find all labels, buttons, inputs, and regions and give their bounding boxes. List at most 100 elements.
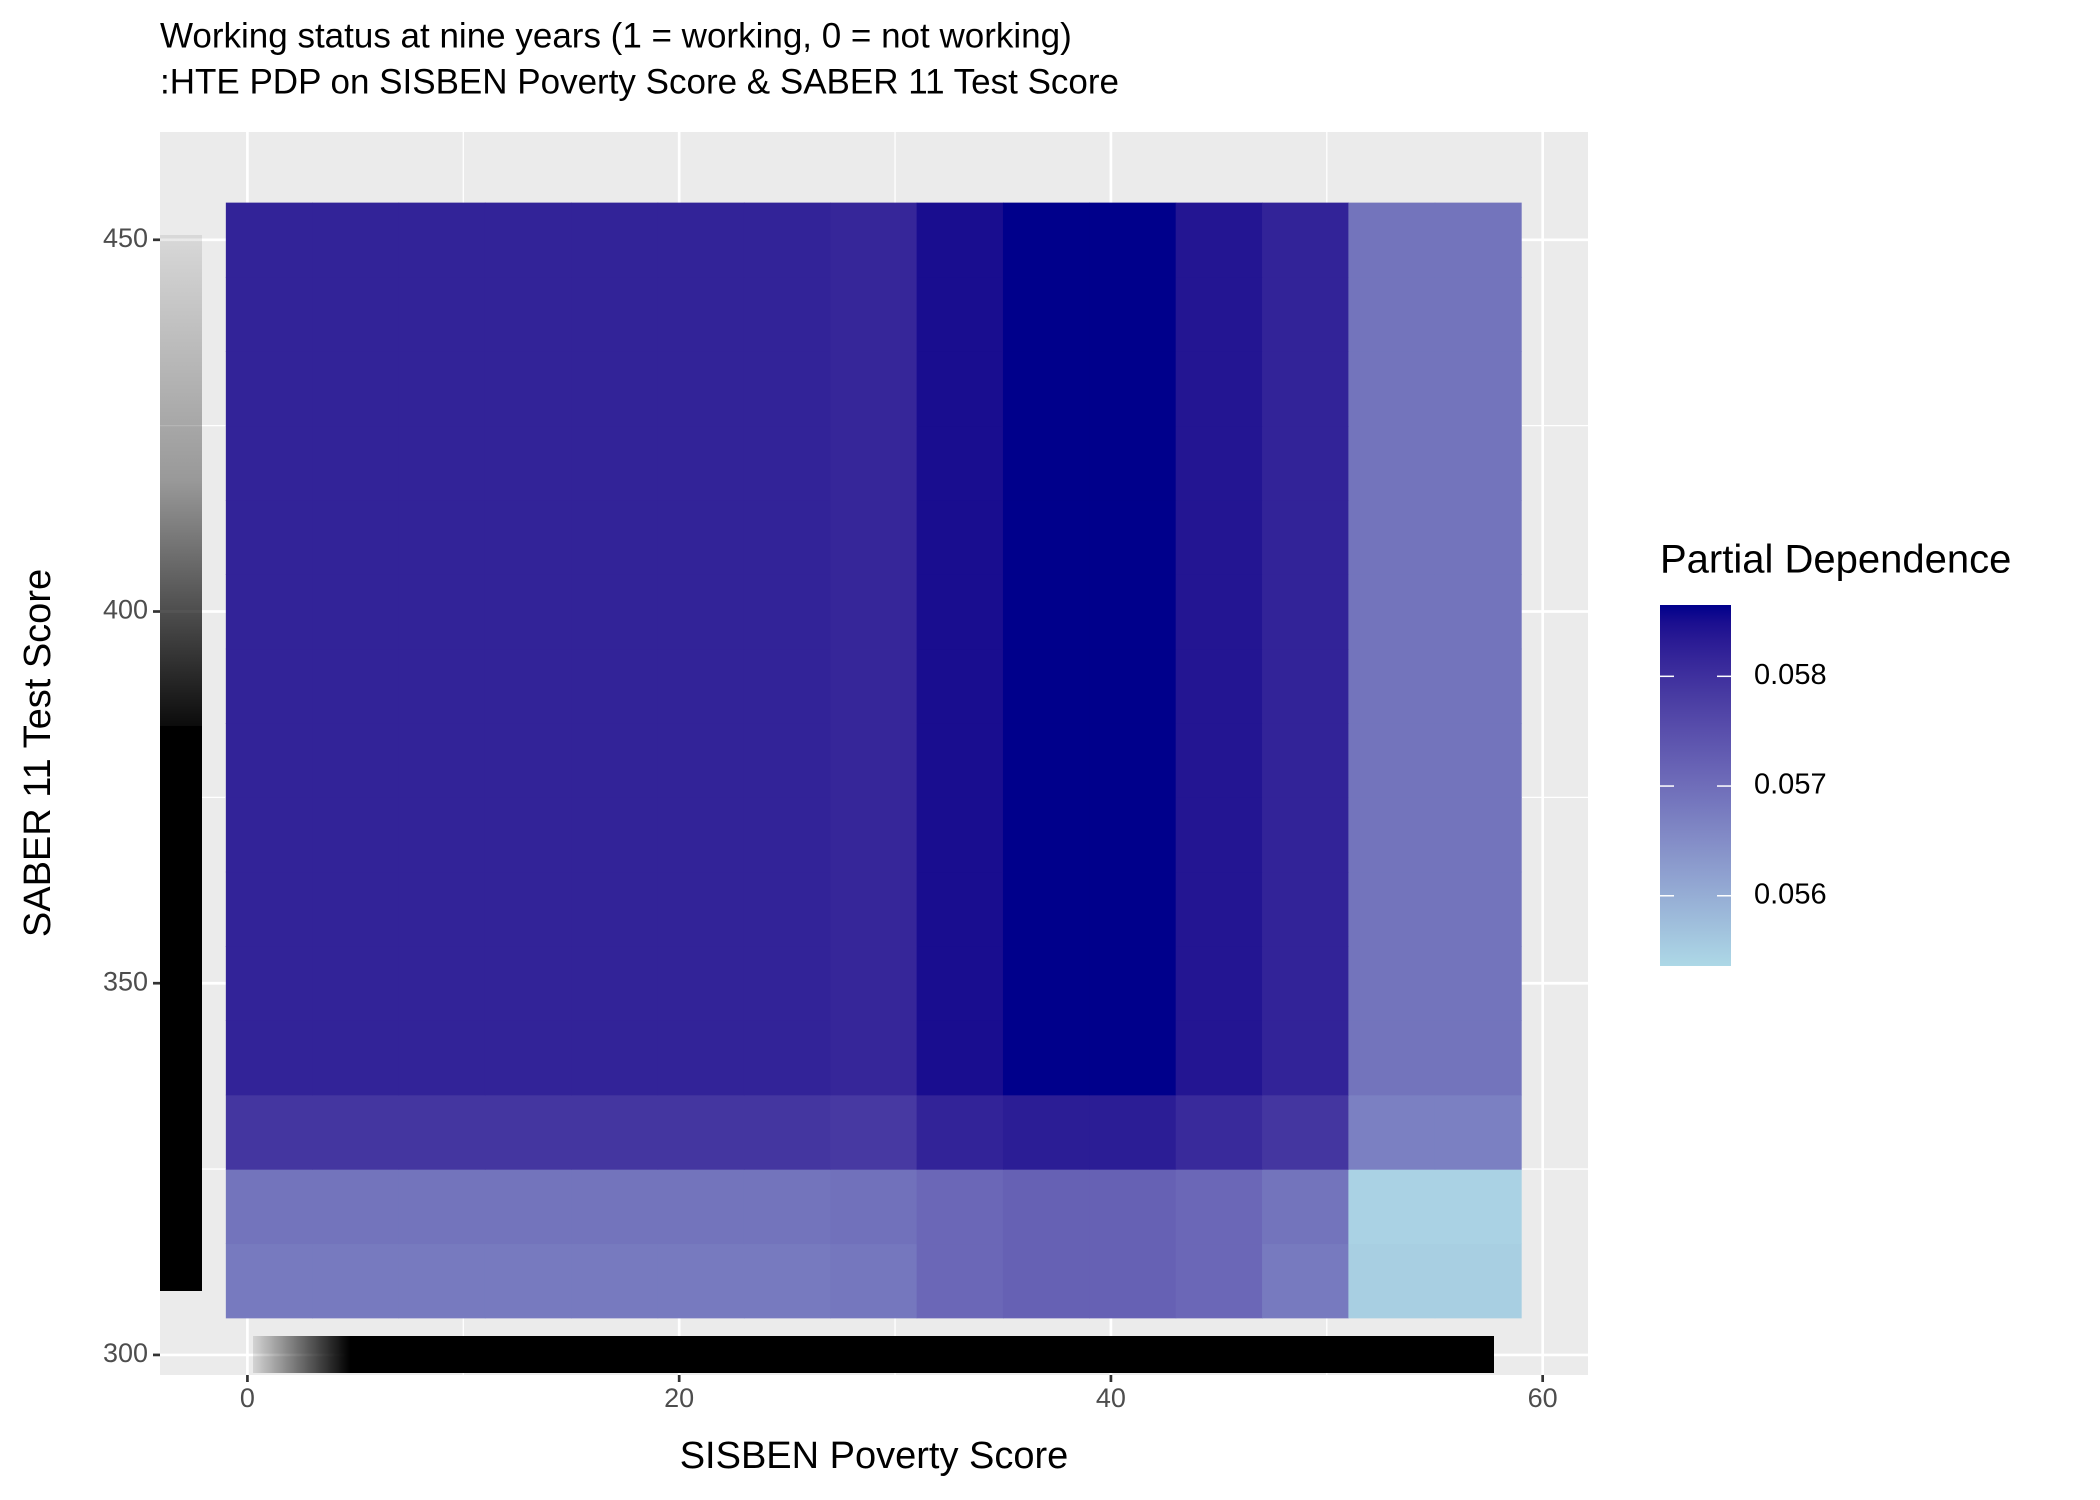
- tile: [1002, 1094, 1090, 1170]
- tile: [1089, 1020, 1177, 1096]
- tile: [1262, 574, 1349, 650]
- tile: [312, 1243, 400, 1319]
- tile: [916, 1020, 1004, 1096]
- tile: [1175, 202, 1263, 278]
- tile: [657, 202, 745, 278]
- tile: [571, 1020, 659, 1096]
- tile: [225, 276, 313, 352]
- tile: [1002, 425, 1090, 501]
- x-tick-label: 60: [1528, 1383, 1558, 1413]
- tile: [312, 1169, 400, 1245]
- tile: [916, 946, 1004, 1021]
- tile: [1175, 946, 1263, 1021]
- tile: [1262, 1169, 1349, 1245]
- tile: [484, 946, 572, 1021]
- tile: [225, 351, 313, 427]
- tile: [743, 276, 831, 352]
- tile: [743, 1243, 831, 1319]
- tile: [1175, 871, 1263, 947]
- tile: [225, 1169, 313, 1245]
- tile: [916, 1169, 1004, 1245]
- tile: [830, 1169, 918, 1245]
- tile: [225, 425, 313, 501]
- tile: [1434, 499, 1522, 575]
- tile: [312, 499, 400, 575]
- x-tick-label: 0: [240, 1383, 255, 1413]
- tile: [743, 1169, 831, 1245]
- tile: [1175, 723, 1263, 798]
- tile: [1002, 723, 1090, 798]
- tile: [1089, 797, 1177, 873]
- tile: [1089, 351, 1177, 427]
- tile: [398, 351, 486, 427]
- tile: [312, 574, 400, 650]
- tile: [1348, 723, 1436, 798]
- tile: [571, 276, 659, 352]
- tile: [312, 871, 400, 947]
- tile: [484, 1243, 572, 1319]
- tile: [1089, 276, 1177, 352]
- tile: [225, 723, 313, 798]
- tile: [1175, 1094, 1263, 1170]
- tile: [225, 574, 313, 650]
- tile: [1262, 276, 1349, 352]
- tile: [657, 351, 745, 427]
- tile: [657, 499, 745, 575]
- tile: [743, 499, 831, 575]
- tile: [312, 1094, 400, 1170]
- tile: [1089, 946, 1177, 1021]
- tile: [830, 648, 918, 724]
- tile: [1175, 1169, 1263, 1245]
- tile: [657, 276, 745, 352]
- tile: [398, 797, 486, 873]
- tile: [1089, 648, 1177, 724]
- tile: [1175, 1243, 1263, 1319]
- tile: [398, 1243, 486, 1319]
- tile: [1434, 1094, 1522, 1170]
- tile: [1434, 202, 1522, 278]
- tile: [484, 425, 572, 501]
- colorbar-label: 0.056: [1754, 878, 1827, 910]
- tile: [830, 946, 918, 1021]
- tile: [743, 574, 831, 650]
- tile: [830, 276, 918, 352]
- tile: [398, 425, 486, 501]
- tile: [571, 723, 659, 798]
- tile: [1348, 1020, 1436, 1096]
- tile: [312, 351, 400, 427]
- tile: [1089, 1094, 1177, 1170]
- tile: [571, 425, 659, 501]
- tile: [916, 648, 1004, 724]
- tile: [830, 351, 918, 427]
- tile: [484, 276, 572, 352]
- tile: [1175, 276, 1263, 352]
- tile: [1348, 648, 1436, 724]
- tile: [657, 797, 745, 873]
- tile: [916, 1243, 1004, 1319]
- tile: [1175, 1020, 1263, 1096]
- tile: [657, 425, 745, 501]
- tile: [312, 425, 400, 501]
- y-tick-label: 400: [103, 595, 148, 625]
- tile: [1348, 946, 1436, 1021]
- tile: [398, 202, 486, 278]
- tile: [225, 499, 313, 575]
- tile: [571, 202, 659, 278]
- tile: [1434, 351, 1522, 427]
- y-tick-label: 350: [103, 966, 148, 996]
- tile: [571, 871, 659, 947]
- tile: [398, 946, 486, 1021]
- tile: [657, 1243, 745, 1319]
- tile: [398, 1094, 486, 1170]
- tile: [916, 1094, 1004, 1170]
- tile: [743, 723, 831, 798]
- tile: [1262, 1243, 1349, 1319]
- tile: [1348, 425, 1436, 501]
- tile: [830, 1094, 918, 1170]
- x-tick-label: 20: [664, 1383, 694, 1413]
- tile: [916, 499, 1004, 575]
- tile: [657, 574, 745, 650]
- tile: [916, 723, 1004, 798]
- tile: [1262, 723, 1349, 798]
- tile: [657, 1169, 745, 1245]
